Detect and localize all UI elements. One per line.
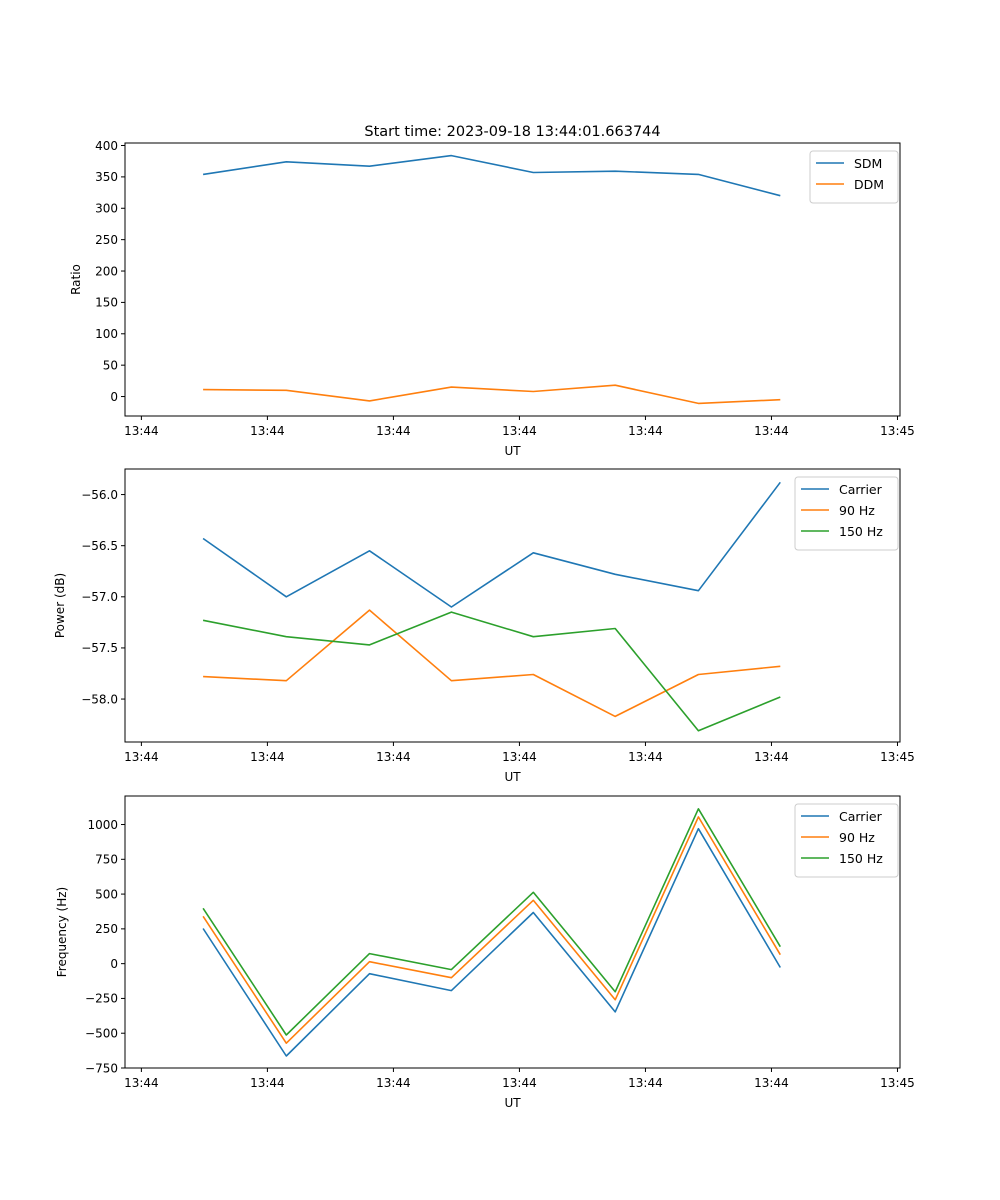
- series-line-carrier: [202, 481, 781, 608]
- series-line-90-hz: [202, 816, 781, 1044]
- x-tick-label: 13:45: [880, 424, 915, 438]
- y-tick-label: 1000: [87, 818, 118, 832]
- x-tick-label: 13:44: [502, 750, 537, 764]
- series-line-sdm: [202, 154, 781, 197]
- y-tick-label: 100: [95, 327, 118, 341]
- legend: Carrier 90 Hz 150 Hz: [794, 803, 899, 878]
- figure-title: Start time: 2023-09-18 13:44:01.663744: [364, 124, 660, 140]
- axes-frame: [124, 142, 901, 417]
- y-tick-label: −56.0: [81, 488, 118, 502]
- legend-label: 90 Hz: [839, 830, 875, 845]
- y-tick-label: 250: [95, 922, 118, 936]
- chart-panel-1: 0 50 100 150 200 250 300 350 400 13:44 13:44 13:44 1…: [69, 139, 915, 458]
- y-axis-label: Power (dB): [53, 573, 67, 638]
- series-line-carrier: [202, 827, 781, 1057]
- x-tick-label: 13:44: [376, 1076, 411, 1090]
- axes-frame: [124, 795, 901, 1069]
- chart-panel-2: −58.0 −57.5 −57.0 −56.5 −56.0 13:44 13:44 13:44…: [53, 468, 915, 784]
- y-tick-label: 400: [95, 139, 118, 153]
- legend-label: 150 Hz: [839, 524, 883, 539]
- x-tick-label: 13:44: [250, 1076, 285, 1090]
- y-tick-label: −58.0: [81, 692, 118, 706]
- x-tick-label: 13:44: [754, 750, 789, 764]
- x-tick-label: 13:45: [880, 750, 915, 764]
- x-tick-label: 13:44: [250, 750, 285, 764]
- legend-label: SDM: [854, 156, 882, 171]
- legend: SDM DDM: [809, 150, 899, 204]
- y-tick-label: −57.0: [81, 590, 118, 604]
- y-tick-label: 500: [95, 887, 118, 901]
- y-tick-label: 150: [95, 296, 118, 310]
- y-tick-label: 750: [95, 853, 118, 867]
- y-tick-label: 0: [110, 390, 118, 404]
- x-tick-label: 13:44: [376, 750, 411, 764]
- series-line-90-hz: [203, 609, 781, 718]
- legend-label: DDM: [854, 177, 884, 192]
- y-tick-label: 250: [95, 233, 118, 247]
- x-tick-label: 13:44: [250, 424, 285, 438]
- series-line-150-hz: [202, 807, 781, 1036]
- y-tick-label: −57.5: [81, 641, 118, 655]
- y-tick-label: −250: [85, 992, 118, 1006]
- y-tick-label: −500: [85, 1027, 118, 1041]
- legend-label: Carrier: [839, 809, 883, 824]
- x-tick-label: 13:45: [880, 1076, 915, 1090]
- chart-panel-3: −750 −500 −250 0 250 500 750 1000 13:44 13:44 13:4…: [55, 795, 915, 1110]
- x-tick-label: 13:44: [754, 1076, 789, 1090]
- legend: Carrier 90 Hz 150 Hz: [794, 476, 899, 551]
- y-tick-label: 50: [103, 358, 118, 372]
- x-tick-label: 13:44: [502, 1076, 537, 1090]
- legend-label: 90 Hz: [839, 503, 875, 518]
- axes-frame: [124, 468, 901, 743]
- legend-label: Carrier: [839, 482, 883, 497]
- y-tick-label: −750: [85, 1061, 118, 1075]
- x-tick-label: 13:44: [502, 424, 537, 438]
- y-axis-label: Frequency (Hz): [55, 887, 69, 978]
- series-line-ddm: [203, 384, 781, 405]
- x-tick-label: 13:44: [124, 1076, 159, 1090]
- x-tick-label: 13:44: [628, 1076, 663, 1090]
- x-tick-label: 13:44: [376, 424, 411, 438]
- x-tick-label: 13:44: [628, 424, 663, 438]
- x-tick-label: 13:44: [754, 424, 789, 438]
- y-tick-label: 0: [110, 957, 118, 971]
- y-tick-label: 200: [95, 264, 118, 278]
- y-tick-label: 350: [95, 170, 118, 184]
- x-axis-label: UT: [504, 1096, 521, 1110]
- y-tick-label: −56.5: [81, 539, 118, 553]
- x-tick-label: 13:44: [124, 424, 159, 438]
- y-axis-label: Ratio: [69, 264, 83, 295]
- y-tick-label: 300: [95, 202, 118, 216]
- x-tick-label: 13:44: [628, 750, 663, 764]
- x-axis-label: UT: [504, 444, 521, 458]
- legend-label: 150 Hz: [839, 851, 883, 866]
- series-line-150-hz: [202, 611, 781, 732]
- x-axis-label: UT: [504, 770, 521, 784]
- x-tick-label: 13:44: [124, 750, 159, 764]
- legend-box: [809, 150, 899, 204]
